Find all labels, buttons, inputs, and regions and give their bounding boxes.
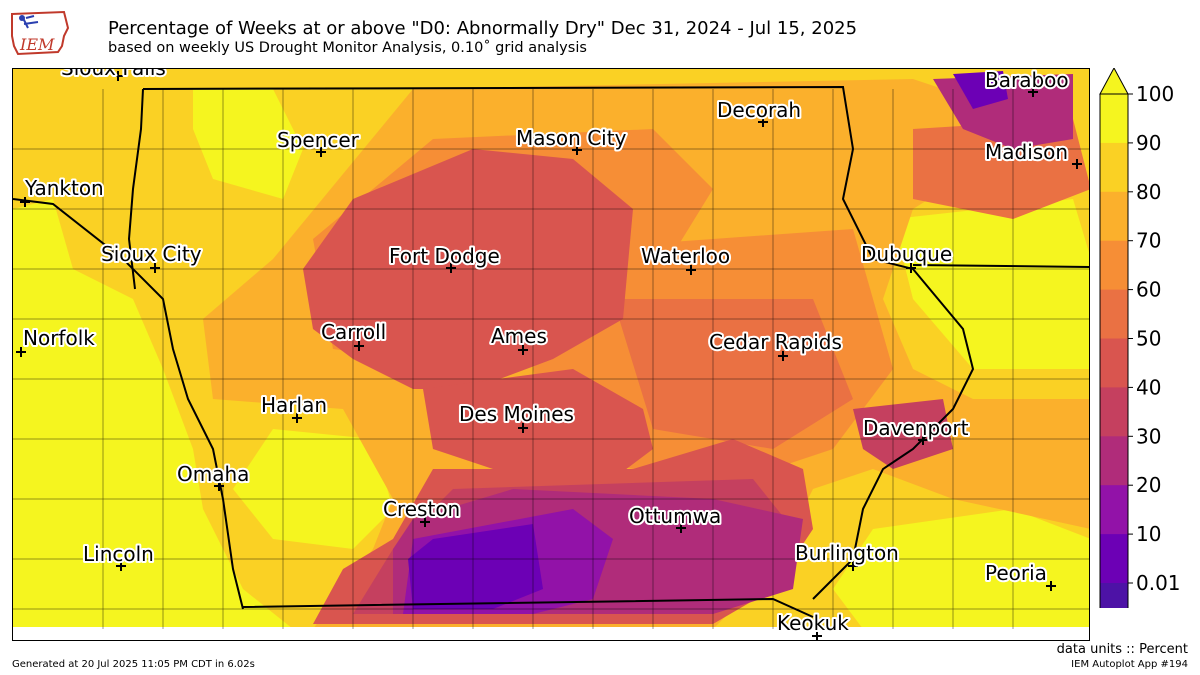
city-label-ottumwa: Ottumwa [629, 504, 721, 528]
city-label-waterloo: Waterloo [641, 244, 730, 268]
colorbar-tick-label: 50 [1136, 327, 1161, 351]
city-label-creston: Creston [383, 497, 460, 521]
chart-title: Percentage of Weeks at or above "D0: Abn… [108, 18, 858, 39]
colorbar-tick-label: 60 [1136, 278, 1161, 302]
city-label-peoria: Peoria [985, 561, 1047, 585]
city-label-dubuque: Dubuque [861, 242, 952, 266]
city-label-norfolk: Norfolk [23, 326, 95, 350]
city-label-yankton: Yankton [24, 176, 104, 200]
city-label-baraboo: Baraboo [985, 69, 1069, 92]
colorbar-tick-label: 90 [1136, 131, 1161, 155]
city-label-lincoln: Lincoln [83, 542, 154, 566]
colorbar-tick-label: 20 [1136, 473, 1161, 497]
chart-subtitle: based on weekly US Drought Monitor Analy… [108, 40, 587, 56]
colorbar-extend-max [1099, 66, 1129, 95]
colorbar-segment [1100, 583, 1128, 633]
svg-text:IEM: IEM [19, 35, 55, 54]
colorbar-segment [1100, 240, 1128, 291]
colorbar-segment [1100, 485, 1128, 535]
city-label-keokuk: Keokuk [777, 611, 849, 635]
autoplot-app-label: IEM Autoplot App #194 [1071, 659, 1188, 670]
city-label-madison: Madison [985, 140, 1068, 164]
colorbar-legend: 100 90 80 70 60 50 40 30 20 10 0.01 [1098, 66, 1188, 657]
city-labels: Sioux Falls Baraboo Decorah Spencer Maso… [21, 69, 1071, 637]
generated-timestamp: Generated at 20 Jul 2025 11:05 PM CDT in… [12, 659, 255, 670]
city-label-sioux-falls: Sioux Falls [61, 69, 166, 80]
colorbar-tick-label: 70 [1136, 229, 1161, 253]
city-label-fort-dodge: Fort Dodge [389, 244, 500, 268]
city-label-omaha: Omaha [177, 462, 249, 486]
colorbar-segment [1100, 289, 1128, 339]
city-label-decorah: Decorah [717, 98, 801, 122]
colorbar-tick-label: 100 [1136, 82, 1174, 106]
state-borders [13, 85, 1089, 618]
city-label-burlington: Burlington [795, 541, 899, 565]
colorbar-tick-label: 80 [1136, 180, 1161, 204]
colorbar-tick-label: 30 [1136, 424, 1161, 448]
colorbar-tick-label: 10 [1136, 522, 1161, 546]
colorbar-segment [1100, 534, 1128, 584]
colorbar-segment [1100, 338, 1128, 388]
colorbar-tick-label: 40 [1136, 375, 1161, 399]
map-fill-regions [13, 69, 1089, 640]
county-grid [13, 89, 1089, 629]
data-units-label: data units :: Percent [1056, 642, 1188, 657]
colorbar-segment [1100, 94, 1128, 144]
city-label-mason-city: Mason City [516, 126, 627, 150]
city-label-davenport: Davenport [863, 416, 969, 440]
city-label-carroll: Carroll [321, 320, 386, 344]
colorbar-segment [1100, 142, 1128, 193]
drought-map: Sioux Falls Baraboo Decorah Spencer Maso… [12, 68, 1090, 641]
city-markers [16, 71, 1082, 640]
city-label-sioux-city: Sioux City [101, 242, 202, 266]
colorbar-tick-label: 0.01 [1136, 571, 1181, 595]
city-label-des-moines: Des Moines [459, 402, 574, 426]
city-label-ames: Ames [491, 324, 547, 348]
city-label-harlan: Harlan [261, 393, 327, 417]
colorbar-segment [1100, 387, 1128, 437]
city-label-spencer: Spencer [277, 128, 360, 152]
city-label-cedar-rapids: Cedar Rapids [709, 330, 842, 354]
colorbar-segment [1100, 191, 1128, 242]
colorbar-segment [1100, 436, 1128, 486]
iem-logo: IEM [8, 6, 70, 60]
